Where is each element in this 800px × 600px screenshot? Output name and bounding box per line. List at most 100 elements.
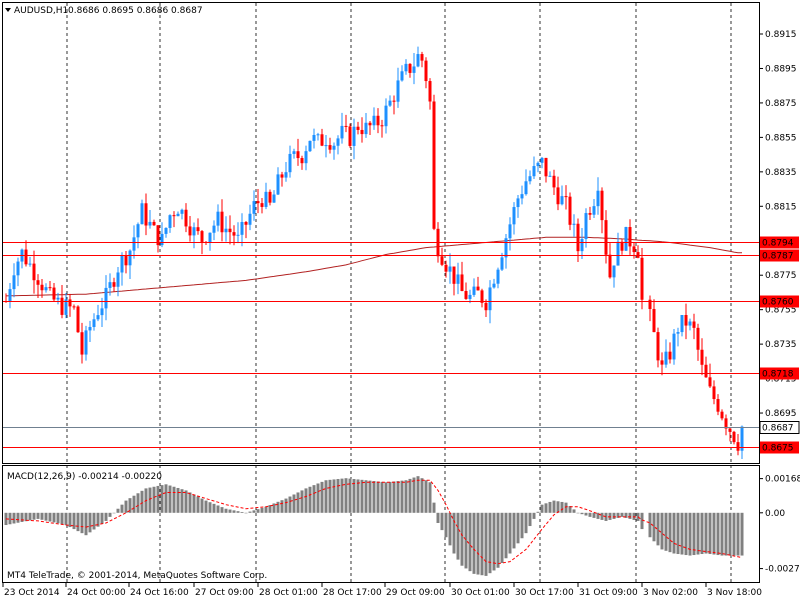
candle [356, 121, 360, 135]
candle [328, 137, 332, 154]
macd-bar [240, 511, 244, 513]
candle [636, 245, 640, 259]
candle [516, 194, 520, 218]
candle [464, 282, 468, 300]
candle [228, 215, 232, 245]
candle [428, 78, 432, 110]
candle [672, 328, 676, 365]
candle [452, 266, 456, 296]
macd-bar [532, 512, 536, 519]
macd-bar [716, 512, 720, 556]
candle [100, 297, 104, 327]
candle [596, 177, 600, 215]
macd-bar [492, 512, 496, 571]
macd-bar [556, 501, 560, 513]
candle [544, 157, 548, 183]
price-tick-label: 0.8875 [765, 99, 797, 109]
candle [676, 327, 680, 347]
macd-bar [60, 512, 64, 525]
macd-bar [312, 485, 316, 513]
macd-bar [660, 512, 664, 550]
candle [396, 67, 400, 108]
candle [216, 204, 220, 232]
macd-bar [200, 498, 204, 513]
candle [704, 356, 708, 378]
macd-bar [136, 493, 140, 513]
macd-bar [488, 512, 492, 574]
candle [496, 267, 500, 289]
macd-bar [472, 512, 476, 574]
macd-bar [480, 512, 484, 576]
candle [212, 220, 216, 241]
moving-average [5, 236, 742, 297]
time-tick-label: 28 Oct 17:00 [323, 588, 382, 598]
macd-bar [300, 490, 304, 513]
macd-bar [332, 479, 336, 513]
candle [388, 95, 392, 107]
macd-bar [248, 511, 252, 513]
macd-bar [180, 489, 184, 513]
macd-bar [228, 509, 232, 513]
macd-bar [220, 507, 224, 513]
macd-bar [420, 478, 424, 513]
symbol-dropdown-icon[interactable] [5, 8, 11, 12]
macd-bar [256, 509, 260, 513]
macd-bar [344, 478, 348, 513]
symbol-label: AUDUSD,H1 [14, 6, 68, 16]
candle [448, 253, 452, 284]
time-tick-label: 23 Oct 2014 [4, 588, 60, 598]
macd-bar [684, 512, 688, 556]
candle [292, 148, 296, 159]
time-tick-label: 27 Oct 09:00 [195, 588, 254, 598]
level-label: 0.8760 [762, 298, 794, 308]
macd-bar [40, 512, 44, 520]
time-tick-label: 3 Nov 02:00 [643, 588, 698, 598]
macd-bar [732, 512, 736, 556]
level-label-box [760, 295, 799, 308]
candle [476, 276, 480, 291]
price-axis: 0.8915 0.8895 0.8875 0.8855 0.8835 0.8815 0.87… [759, 30, 797, 419]
candle [444, 260, 448, 278]
candle [188, 216, 192, 242]
horizontal-levels[interactable]: 0.8794 0.8787 0.8760 0.8718 0.8687 0.8675 [3, 236, 800, 454]
candle [684, 303, 688, 340]
candle [28, 256, 32, 267]
candle [16, 257, 20, 287]
macd-bar [44, 512, 48, 521]
macd-bar [424, 480, 428, 513]
candle [248, 204, 252, 231]
candle [92, 313, 96, 331]
candle [532, 156, 536, 179]
candle [208, 232, 212, 251]
price-tick-label: 0.8815 [765, 202, 797, 212]
candle [232, 225, 236, 246]
macd-bar [276, 501, 280, 513]
macd-bar [676, 512, 680, 555]
macd-bar [368, 480, 372, 513]
macd-bar [20, 512, 24, 522]
macd-bar [520, 512, 524, 539]
macd-bar [456, 512, 460, 560]
candlesticks [4, 46, 744, 460]
candle [296, 138, 300, 166]
candle [708, 363, 712, 389]
macd-bar [128, 498, 132, 513]
candle [624, 226, 628, 252]
candle [12, 263, 16, 298]
candle [288, 145, 292, 178]
macd-bar [76, 512, 80, 532]
candle [416, 46, 420, 68]
candle [420, 51, 424, 68]
macd-bar [516, 512, 520, 544]
candle [696, 323, 700, 361]
time-axis: 23 Oct 2014 24 Oct 00:00 24 Oct 16:00 27 Oc… [2, 583, 762, 598]
candle [424, 57, 428, 89]
macd-bar [324, 480, 328, 513]
candle [680, 314, 684, 337]
candle [700, 338, 704, 376]
candle [548, 171, 552, 177]
candle [468, 289, 472, 304]
macd-bar [604, 512, 608, 521]
candle [376, 108, 380, 134]
